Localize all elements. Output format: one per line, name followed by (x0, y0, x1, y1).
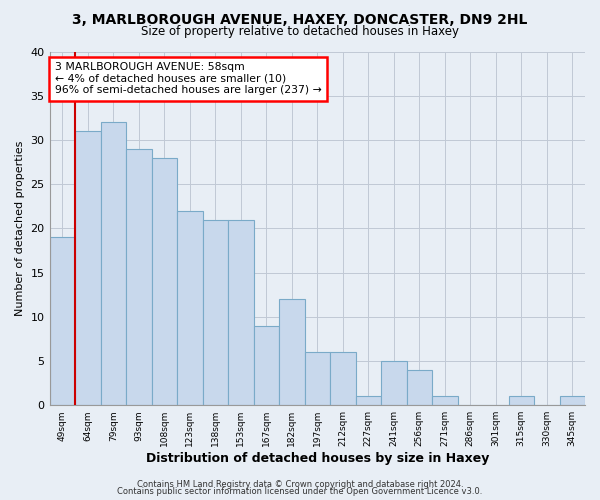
Bar (356, 396, 381, 405)
Text: 3 MARLBOROUGH AVENUE: 58sqm
← 4% of detached houses are smaller (10)
96% of semi: 3 MARLBOROUGH AVENUE: 58sqm ← 4% of deta… (55, 62, 322, 96)
Text: Size of property relative to detached houses in Haxey: Size of property relative to detached ho… (141, 25, 459, 38)
Bar (101, 122, 126, 405)
Bar (381, 361, 407, 405)
Bar (407, 370, 432, 405)
Bar (203, 220, 228, 405)
Bar (152, 158, 177, 405)
Bar (560, 396, 585, 405)
Bar (75, 131, 101, 405)
Y-axis label: Number of detached properties: Number of detached properties (15, 140, 25, 316)
Bar (279, 299, 305, 405)
Bar (305, 352, 330, 405)
Bar (432, 396, 458, 405)
Bar (330, 352, 356, 405)
X-axis label: Distribution of detached houses by size in Haxey: Distribution of detached houses by size … (146, 452, 489, 465)
Bar (509, 396, 534, 405)
Bar (126, 149, 152, 405)
Bar (228, 220, 254, 405)
Text: Contains public sector information licensed under the Open Government Licence v3: Contains public sector information licen… (118, 488, 482, 496)
Text: 3, MARLBOROUGH AVENUE, HAXEY, DONCASTER, DN9 2HL: 3, MARLBOROUGH AVENUE, HAXEY, DONCASTER,… (73, 12, 527, 26)
Bar (177, 210, 203, 405)
Bar (254, 326, 279, 405)
Bar (50, 237, 75, 405)
Text: Contains HM Land Registry data © Crown copyright and database right 2024.: Contains HM Land Registry data © Crown c… (137, 480, 463, 489)
